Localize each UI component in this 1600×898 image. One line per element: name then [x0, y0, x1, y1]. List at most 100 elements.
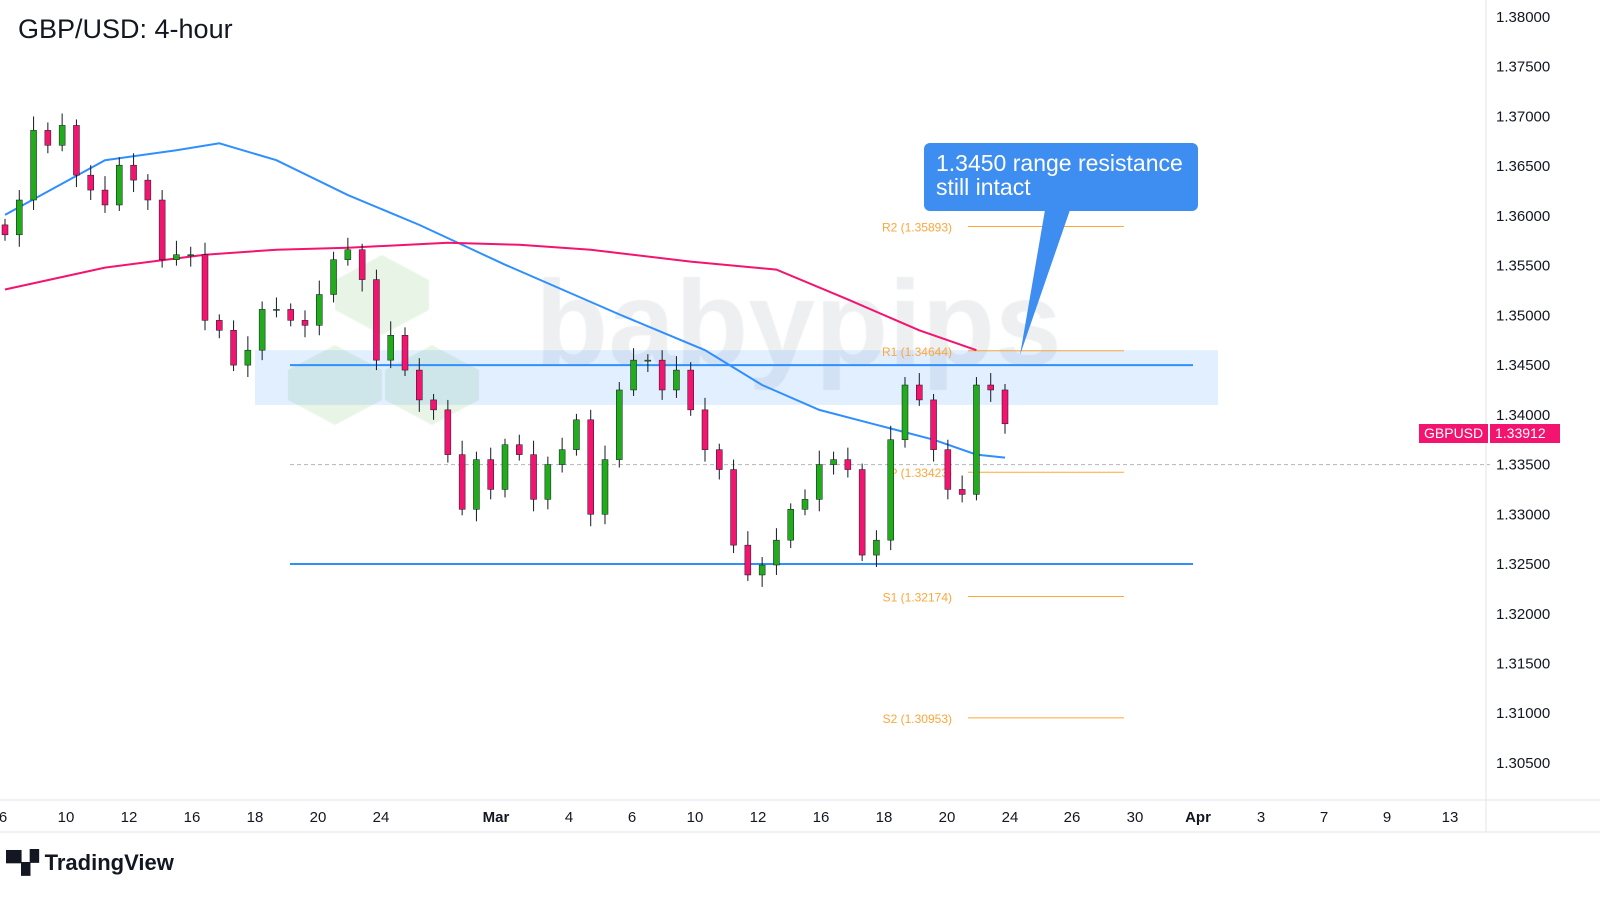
- candle-body: [173, 254, 180, 260]
- x-tick-label: 7: [1320, 809, 1328, 826]
- y-tick-label: 1.31000: [1496, 705, 1550, 722]
- candle-body: [444, 409, 452, 455]
- candle-body: [287, 309, 294, 321]
- x-tick-label: 20: [310, 809, 327, 826]
- x-tick-label: Apr: [1185, 809, 1211, 826]
- candle-body: [916, 384, 923, 401]
- candle-body: [316, 294, 323, 326]
- candle-body: [401, 335, 409, 371]
- y-tick-label: 1.37500: [1496, 59, 1550, 76]
- annotation-callout: 1.3450 range resistance still intact: [924, 143, 1198, 211]
- candle-body: [930, 399, 937, 450]
- candle-body: [201, 254, 209, 321]
- candle-body: [616, 389, 623, 460]
- candle-body: [830, 459, 837, 465]
- y-tick-label: 1.31500: [1496, 655, 1550, 672]
- candle-body: [216, 320, 223, 331]
- x-tick-label: 18: [876, 809, 893, 826]
- ma-fast-line: [4, 142, 1006, 459]
- candle-body: [973, 384, 980, 495]
- candle-body: [373, 279, 380, 361]
- candle-body: [430, 399, 437, 411]
- candle-body: [673, 369, 680, 391]
- candle-body: [473, 459, 480, 510]
- chart-title: GBP/USD: 4-hour: [18, 14, 233, 44]
- y-tick-label: 1.37000: [1496, 108, 1550, 125]
- candle-body: [587, 419, 594, 515]
- x-tick-label: 3: [1257, 809, 1265, 826]
- candle-body: [116, 164, 123, 206]
- x-tick-label: 6: [0, 809, 7, 826]
- candle-body: [30, 130, 37, 201]
- y-tick-label: 1.36500: [1496, 158, 1550, 175]
- candle-body: [187, 254, 194, 256]
- pivot-label: P (1.33423): [890, 466, 953, 480]
- candle-body: [358, 249, 366, 280]
- x-tick-label: Mar: [483, 809, 510, 826]
- candle-body: [773, 539, 780, 566]
- candle-body: [544, 464, 552, 500]
- candle-body: [558, 449, 566, 465]
- brand-name: TradingView: [44, 850, 174, 875]
- candle-body: [887, 439, 894, 541]
- candle-body: [630, 359, 637, 391]
- pivot-label: S2 (1.30953): [883, 712, 952, 726]
- candle-body: [244, 349, 252, 366]
- y-tick-label: 1.32500: [1496, 556, 1550, 573]
- y-tick-label: 1.32000: [1496, 606, 1550, 623]
- candle-body: [658, 359, 666, 391]
- x-tick-label: 12: [750, 809, 767, 826]
- candle-body: [573, 419, 580, 450]
- candle-body: [58, 125, 66, 146]
- candle-body: [101, 189, 109, 206]
- y-tick-label: 1.33500: [1496, 457, 1550, 474]
- candle-body: [487, 459, 494, 490]
- candle-body: [273, 309, 280, 311]
- candle-body: [901, 384, 909, 440]
- pivot-label: R2 (1.35893): [882, 221, 952, 235]
- candle-body: [787, 509, 794, 541]
- x-tick-label: 6: [628, 809, 636, 826]
- price-tag-symbol: GBPUSD: [1419, 424, 1489, 443]
- x-tick-label: 26: [1064, 809, 1081, 826]
- x-tick-label: 12: [121, 809, 138, 826]
- y-tick-label: 1.36000: [1496, 208, 1550, 225]
- candle-body: [758, 564, 766, 576]
- candle-body: [744, 544, 752, 576]
- candle-body: [816, 464, 823, 500]
- candle-body: [16, 199, 23, 236]
- x-tick-label: 10: [687, 809, 704, 826]
- y-tick-label: 1.34000: [1496, 407, 1550, 424]
- tradingview-logo[interactable]: ▀▞ TradingView: [6, 850, 174, 876]
- candle-body: [158, 199, 166, 260]
- candle-body: [501, 444, 509, 490]
- candle-body: [858, 469, 866, 556]
- candle-body: [73, 125, 80, 176]
- x-tick-label: 9: [1383, 809, 1391, 826]
- candle-body: [716, 449, 723, 470]
- resistance-zone: [255, 350, 1218, 405]
- x-tick-label: 13: [1442, 809, 1459, 826]
- x-tick-label: 20: [939, 809, 956, 826]
- x-tick-label: 24: [1002, 809, 1019, 826]
- x-tick-label: 30: [1127, 809, 1144, 826]
- y-tick-label: 1.38000: [1496, 9, 1550, 26]
- y-tick-label: 1.33000: [1496, 506, 1550, 523]
- candle-body: [130, 164, 137, 181]
- candle-body: [330, 259, 337, 295]
- candle-body: [601, 459, 609, 515]
- candle-body: [344, 249, 352, 260]
- candle-body: [987, 384, 994, 391]
- x-tick-label: 10: [58, 809, 75, 826]
- y-tick-label: 1.30500: [1496, 755, 1550, 772]
- candle-body: [301, 320, 309, 326]
- candle-body: [87, 174, 94, 191]
- candle-body: [958, 489, 966, 495]
- pivot-label: S1 (1.32174): [883, 590, 952, 604]
- candle-body: [730, 469, 737, 546]
- x-tick-label: 18: [247, 809, 264, 826]
- candle-body: [258, 309, 266, 351]
